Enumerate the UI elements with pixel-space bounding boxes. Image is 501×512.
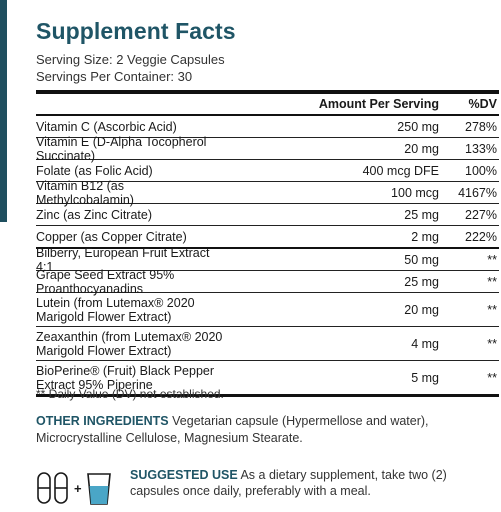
usage-icons: +: [36, 470, 114, 506]
divider: [36, 114, 499, 116]
nutrient-amount: 100 mcg: [391, 185, 439, 200]
nutrient-name: Zinc (as Zinc Citrate): [36, 207, 152, 222]
nutrient-name: Vitamin C (Ascorbic Acid): [36, 119, 177, 134]
nutrient-name: Zeaxanthin (from Lutemax® 2020 Marigold …: [36, 329, 223, 358]
nutrient-dv: **: [487, 274, 497, 289]
nutrient-amount: 20 mg: [404, 302, 439, 317]
servings-per-container: Servings Per Container: 30: [36, 69, 193, 84]
nutrient-name: Copper (as Copper Citrate): [36, 229, 187, 244]
nutrient-amount: 50 mg: [404, 252, 439, 267]
table-header: Amount Per Serving %DV: [36, 94, 499, 114]
table-row: Lutein (from Lutemax® 2020 Marigold Flow…: [36, 293, 499, 327]
nutrient-dv: 133%: [465, 141, 497, 156]
suggested-use-label: SUGGESTED USE: [130, 468, 238, 482]
table-row: Zeaxanthin (from Lutemax® 2020 Marigold …: [36, 327, 499, 361]
nutrient-name: Folate (as Folic Acid): [36, 163, 153, 178]
nutrient-amount: 25 mg: [404, 274, 439, 289]
nutrient-amount: 5 mg: [411, 370, 439, 385]
other-ingredients: OTHER INGREDIENTS Vegetarian capsule (Hy…: [36, 413, 476, 447]
table-row: Vitamin E (D-Alpha Tocopherol Succinate)…: [36, 134, 499, 163]
nutrient-name: Vitamin E (D-Alpha Tocopherol Succinate): [36, 134, 207, 163]
footnote: ** Daily Value (DV) not established.: [36, 387, 224, 401]
dv-header: %DV: [468, 97, 497, 111]
nutrient-amount: 2 mg: [411, 229, 439, 244]
nutrient-dv: 100%: [465, 163, 497, 178]
nutrient-dv: **: [487, 370, 497, 385]
nutrient-dv: 222%: [465, 229, 497, 244]
other-ingredients-text: Vegetarian capsule (Hypermellose and wat…: [36, 414, 429, 445]
nutrient-amount: 4 mg: [411, 336, 439, 351]
table-row: Vitamin B12 (as Methylcobalamin) 100 mcg…: [36, 178, 499, 207]
amount-header: Amount Per Serving: [318, 97, 439, 111]
table-row: Vitamin C (Ascorbic Acid) 250 mg 278%: [36, 116, 499, 138]
divider: [36, 90, 499, 94]
nutrient-amount: 250 mg: [397, 119, 439, 134]
nutrient-amount: 400 mcg DFE: [362, 163, 439, 178]
page-title: Supplement Facts: [36, 18, 236, 44]
nutrient-dv: **: [487, 302, 497, 317]
nutrient-name: BioPerine® (Fruit) Black Pepper Extract …: [36, 363, 215, 392]
table-row: Folate (as Folic Acid) 400 mcg DFE 100%: [36, 160, 499, 182]
nutrient-dv: 227%: [465, 207, 497, 222]
supplement-facts-table: Amount Per Serving %DV Vitamin C (Ascorb…: [36, 90, 499, 397]
table-row: Bilberry, European Fruit Extract 4:1 50 …: [36, 245, 499, 274]
plus-icon: +: [74, 481, 82, 496]
other-ingredients-label: OTHER INGREDIENTS: [36, 414, 169, 428]
table-row: Zinc (as Zinc Citrate) 25 mg 227%: [36, 204, 499, 226]
accent-bar: [0, 0, 7, 222]
nutrient-dv: **: [487, 252, 497, 267]
capsule-icon: [37, 472, 51, 504]
table-row: Copper (as Copper Citrate) 2 mg 222%: [36, 226, 499, 249]
capsule-icon: [54, 472, 68, 504]
nutrient-dv: 4167%: [458, 185, 497, 200]
nutrient-name: Lutein (from Lutemax® 2020 Marigold Flow…: [36, 295, 195, 324]
water-glass-icon: [87, 473, 111, 505]
nutrient-dv: **: [487, 336, 497, 351]
nutrient-amount: 20 mg: [404, 141, 439, 156]
nutrient-name: Vitamin B12 (as Methylcobalamin): [36, 178, 134, 207]
serving-size: Serving Size: 2 Veggie Capsules: [36, 52, 225, 67]
table-row: BioPerine® (Fruit) Black Pepper Extract …: [36, 361, 499, 397]
table-row: Grape Seed Extract 95% Proanthocyanadins…: [36, 267, 499, 296]
suggested-use-text: As a dietary supplement, take two (2) ca…: [130, 468, 447, 498]
nutrient-amount: 25 mg: [404, 207, 439, 222]
nutrient-dv: 278%: [465, 119, 497, 134]
nutrient-name: Grape Seed Extract 95% Proanthocyanadins: [36, 267, 175, 296]
suggested-use: SUGGESTED USE As a dietary supplement, t…: [130, 467, 480, 499]
nutrient-name: Bilberry, European Fruit Extract 4:1: [36, 245, 210, 274]
